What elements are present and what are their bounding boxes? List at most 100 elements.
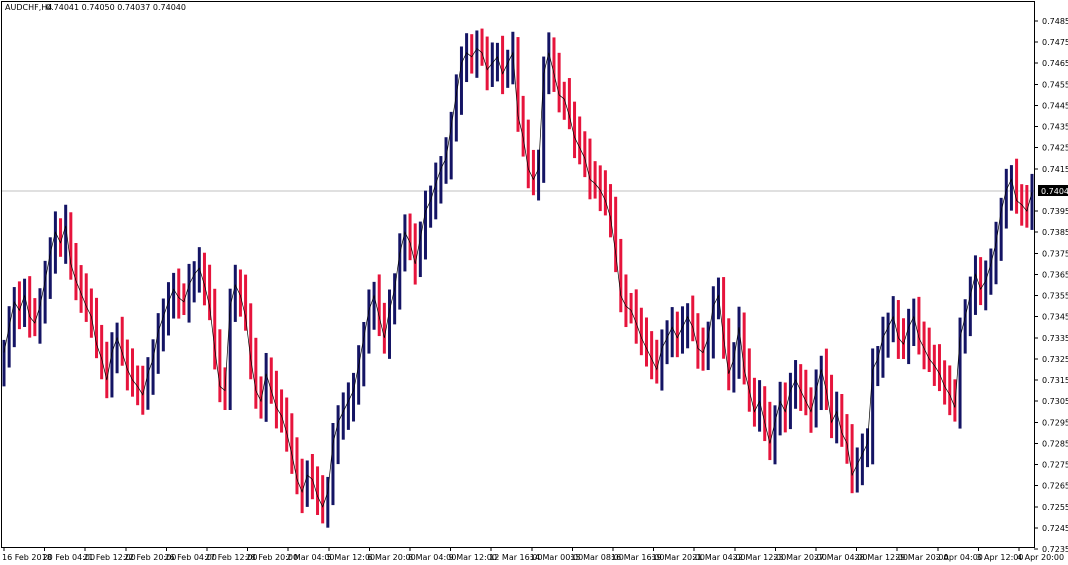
- current-price-label: 0.74040: [1038, 185, 1068, 196]
- bear-bar: [917, 296, 921, 355]
- bear-bar: [321, 475, 325, 524]
- bear-bar: [824, 348, 828, 410]
- bear-bar: [701, 327, 705, 371]
- bear-bar: [218, 329, 222, 403]
- x-tick-label: 14 Mar 00:00: [530, 553, 583, 562]
- bull-bar: [984, 260, 988, 311]
- bear-bar: [136, 365, 140, 406]
- ohlc-bars: [2, 28, 1034, 528]
- bull-bar: [860, 433, 864, 486]
- bear-bar: [573, 101, 577, 159]
- bull-bar: [907, 308, 911, 365]
- x-tick-label: 4 Apr 20:00: [1017, 553, 1064, 562]
- bear-bar: [752, 377, 756, 427]
- bear-bar: [763, 386, 767, 442]
- bull-bar: [881, 316, 885, 378]
- bull-bar: [12, 287, 16, 348]
- bear-bar: [578, 116, 582, 165]
- bear-bar: [809, 387, 813, 433]
- bull-bar: [778, 381, 782, 436]
- bear-bar: [650, 331, 654, 380]
- bull-bar: [352, 372, 356, 422]
- bear-bar: [285, 397, 289, 452]
- bull-bar: [156, 313, 160, 374]
- bear-bar: [89, 288, 93, 338]
- bear-bar: [310, 454, 314, 500]
- bull-bar: [537, 149, 541, 201]
- x-tick-label: 27 Feb 12:00: [205, 553, 257, 562]
- bear-bar: [213, 288, 217, 370]
- bear-bar: [501, 35, 505, 95]
- bear-bar: [95, 297, 99, 359]
- bull-bar: [64, 204, 68, 264]
- bear-bar: [614, 196, 618, 273]
- bear-bar: [208, 264, 212, 321]
- x-tick-label: 2 Apr 04:00: [936, 553, 983, 562]
- bear-bar: [177, 268, 181, 319]
- bear-bar: [300, 458, 304, 514]
- bull-bar: [465, 33, 469, 83]
- bull-bar: [228, 288, 232, 410]
- bear-bar: [598, 165, 602, 212]
- bull-bar: [794, 360, 798, 409]
- bear-bar: [902, 318, 905, 360]
- bear-bar: [125, 339, 129, 391]
- bull-bar: [665, 320, 669, 365]
- bull-bar: [963, 299, 967, 354]
- bear-bar: [59, 218, 63, 257]
- bull-bar: [958, 317, 962, 429]
- bear-bar: [799, 364, 803, 411]
- bull-bar: [43, 260, 47, 324]
- bear-bar: [927, 327, 931, 373]
- bear-bar: [603, 170, 607, 216]
- bear-bar: [202, 252, 206, 306]
- bear-bar: [830, 374, 834, 439]
- bear-bar: [249, 303, 253, 380]
- bear-bar: [290, 413, 294, 474]
- bear-bar: [280, 389, 284, 433]
- bull-bar: [398, 233, 402, 310]
- bear-bar: [526, 119, 530, 189]
- x-tick-label: 6 Mar 20:00: [367, 553, 415, 562]
- bull-bar: [449, 111, 453, 180]
- bull-bar: [737, 306, 741, 379]
- bear-bar: [768, 401, 772, 461]
- bear-bar: [896, 300, 900, 359]
- bear-bar: [655, 339, 659, 384]
- bear-bar: [850, 424, 854, 494]
- bear-bar: [120, 316, 124, 366]
- bull-bar: [511, 31, 515, 85]
- bull-bar: [372, 281, 376, 330]
- bull-bar: [23, 278, 27, 327]
- bear-bar: [588, 138, 592, 200]
- bear-bar: [69, 212, 73, 280]
- bear-bar: [84, 273, 88, 322]
- bull-bar: [1009, 165, 1013, 211]
- x-tick-label: 16 Mar 16:00: [611, 553, 664, 562]
- x-tick-label: 9 Mar 12:00: [449, 553, 497, 562]
- bear-bar: [33, 298, 37, 337]
- bear-bar: [244, 274, 248, 331]
- x-tick-label: 16 Feb 2018: [2, 553, 52, 562]
- bear-bar: [979, 257, 983, 306]
- bull-bar: [732, 342, 736, 393]
- bear-bar: [295, 437, 299, 495]
- bull-bar: [706, 321, 710, 371]
- bull-bar: [151, 339, 155, 395]
- bull-bar: [393, 273, 397, 325]
- x-tick-label: 12 Mar 16:00: [489, 553, 542, 562]
- bear-bar: [413, 223, 417, 285]
- bear-bar: [583, 131, 587, 178]
